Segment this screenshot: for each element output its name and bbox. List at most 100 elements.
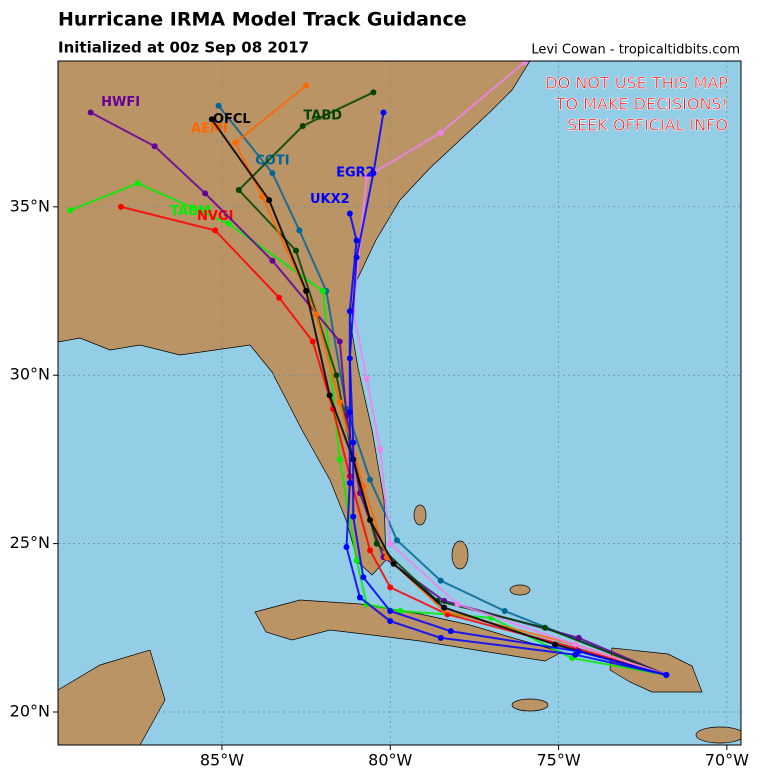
track-label: TABM xyxy=(170,204,211,219)
track-point xyxy=(134,180,141,187)
track-point xyxy=(542,624,549,631)
track-point xyxy=(313,311,320,318)
track-point xyxy=(350,439,357,446)
bahamas xyxy=(451,540,469,570)
y-tick-label: 25°N xyxy=(10,533,50,552)
track-point xyxy=(353,557,360,564)
track-point xyxy=(387,584,394,591)
track-point xyxy=(346,210,353,217)
track-point xyxy=(212,227,219,234)
warning-line: TO MAKE DECISIONS! xyxy=(555,95,728,114)
track-point xyxy=(346,355,353,362)
track-point xyxy=(319,288,326,295)
yucatan xyxy=(58,649,166,745)
track-point xyxy=(269,170,276,177)
track-point xyxy=(360,574,367,581)
track-point xyxy=(151,143,158,150)
track-point xyxy=(303,288,310,295)
bahamas xyxy=(509,584,531,596)
track-point xyxy=(266,197,273,204)
track-point xyxy=(232,139,239,146)
track-point xyxy=(333,372,340,379)
track-point xyxy=(276,294,283,301)
x-tick-label: 75°W xyxy=(536,751,580,769)
track-point xyxy=(259,193,266,200)
track-point xyxy=(387,607,394,614)
track-point xyxy=(269,257,276,264)
track-point xyxy=(350,513,357,520)
track-point xyxy=(367,547,374,554)
track-point xyxy=(437,634,444,641)
track-point xyxy=(437,129,444,136)
track-label: HWFI xyxy=(101,95,140,110)
warning: DO NOT USE THIS MAP TO MAKE DECISIONS! S… xyxy=(545,73,729,135)
track-point xyxy=(87,109,94,116)
x-tick-label: 70°W xyxy=(705,751,749,769)
track-point xyxy=(353,254,360,261)
track-point xyxy=(393,537,400,544)
frame xyxy=(57,60,742,746)
track-point xyxy=(346,308,353,315)
axes: 85°W 80°W 75°W 70°W 20°N 25°N 30°N 35°N xyxy=(10,196,749,769)
track-point xyxy=(373,540,380,547)
track-point xyxy=(117,203,124,210)
y-tick-label: 30°N xyxy=(10,365,50,384)
x-tick-label: 80°W xyxy=(368,751,412,769)
track-label: AEMI xyxy=(191,121,228,136)
y-tick-label: 20°N xyxy=(10,701,50,720)
track-point xyxy=(441,604,448,611)
track-label: TABD xyxy=(303,108,342,123)
track-line xyxy=(217,105,667,676)
track-point xyxy=(225,220,232,227)
track-point xyxy=(326,392,333,399)
warning-line: DO NOT USE THIS MAP xyxy=(545,74,728,93)
track-point xyxy=(367,517,374,524)
track-point xyxy=(454,601,461,608)
track-point xyxy=(202,190,209,197)
track-point xyxy=(387,540,394,547)
track-label: EGR2 xyxy=(336,166,375,181)
track-line xyxy=(352,61,667,676)
warning-line: SEEK OFFICIAL INFO xyxy=(567,116,728,135)
track-point xyxy=(367,476,374,483)
track-point xyxy=(447,628,454,635)
bahamas xyxy=(413,504,427,526)
track-point xyxy=(380,109,387,116)
track-point xyxy=(296,227,303,234)
track-label: UKX2 xyxy=(310,192,350,207)
track-point xyxy=(67,207,74,214)
track-point xyxy=(572,641,579,648)
track-point xyxy=(336,399,343,406)
track-point xyxy=(309,338,316,345)
track-label: OFCL xyxy=(213,112,251,127)
track-point xyxy=(292,247,299,254)
track-point xyxy=(356,594,363,601)
track-point xyxy=(370,89,377,96)
track-point xyxy=(663,671,670,678)
track-point xyxy=(377,446,384,453)
track-point xyxy=(552,641,559,648)
track-point xyxy=(303,82,310,89)
y-tick-label: 35°N xyxy=(10,196,50,215)
track-point xyxy=(390,560,397,567)
track-point xyxy=(575,648,582,655)
track-point xyxy=(501,607,508,614)
track-point xyxy=(336,338,343,345)
track-line xyxy=(210,118,667,676)
jamaica xyxy=(511,698,549,712)
track-point xyxy=(208,116,215,123)
subtitle: Initialized at 00z Sep 08 2017 xyxy=(58,39,309,57)
track-point xyxy=(363,375,370,382)
puerto-rico xyxy=(695,726,741,744)
x-tick-label: 85°W xyxy=(200,751,244,769)
credit: Levi Cowan - tropicaltidbits.com xyxy=(531,43,740,58)
track-point xyxy=(235,186,242,193)
track-point xyxy=(215,102,222,109)
track-point xyxy=(343,543,350,550)
track-point xyxy=(353,237,360,244)
track-point xyxy=(346,479,353,486)
track-point xyxy=(370,170,377,177)
